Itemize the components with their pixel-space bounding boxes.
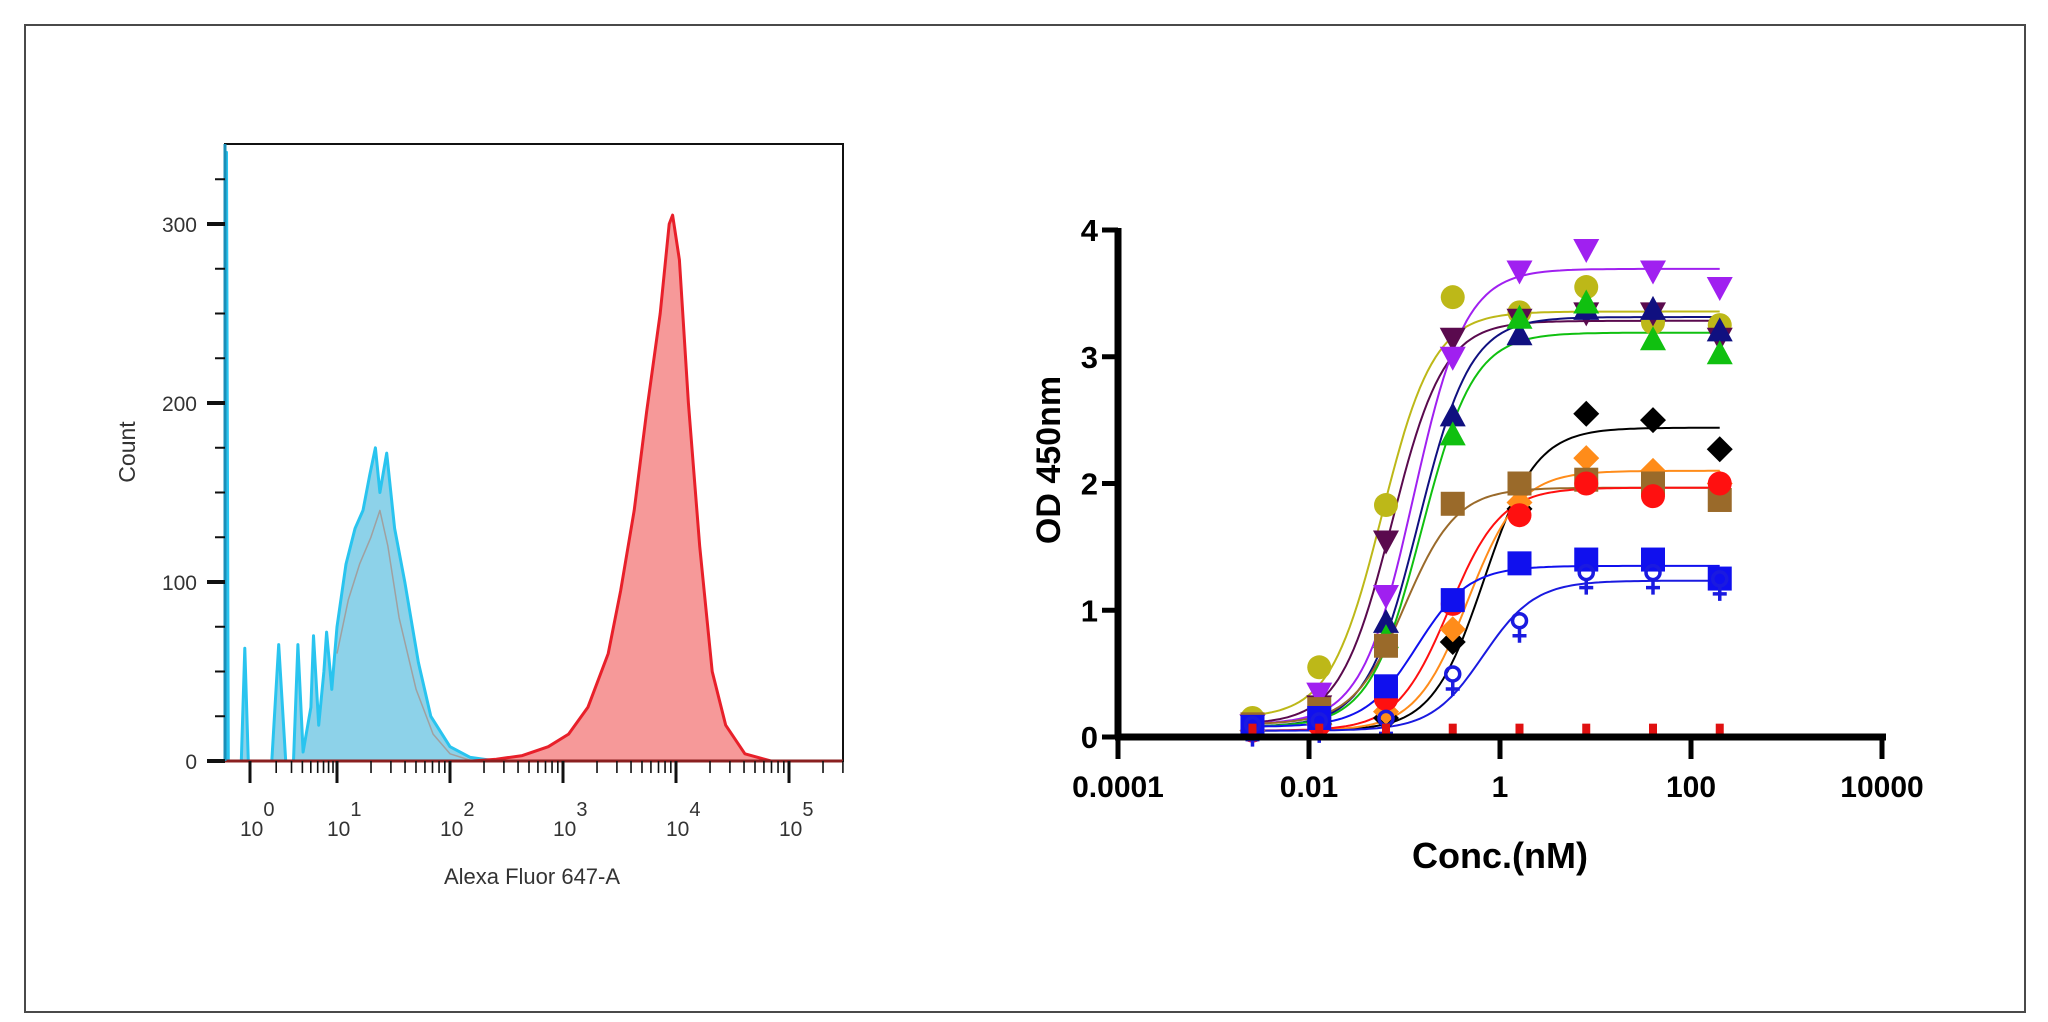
histogram-line-1	[336, 509, 473, 762]
histogram-series	[224, 150, 840, 763]
x-tick-label: 104	[666, 799, 700, 841]
tick-exponent: 0	[263, 799, 274, 821]
x-tick-label: 105	[779, 799, 813, 841]
histogram-fill-0	[226, 152, 497, 761]
x-tick-label: 103	[553, 799, 587, 841]
tick-base: 10	[327, 818, 350, 841]
histogram-x-label: Alexa Fluor 647-A	[444, 864, 620, 889]
tick-base: 10	[779, 818, 802, 841]
y-tick-label: 100	[162, 572, 197, 595]
tick-exponent: 5	[802, 799, 813, 821]
histogram-line-2	[472, 213, 840, 763]
x-tick-label: 102	[440, 799, 474, 841]
histogram-frame	[224, 143, 844, 762]
tick-exponent: 4	[689, 799, 700, 821]
y-tick-label: 200	[162, 393, 197, 416]
x-tick-label: 101	[327, 799, 361, 841]
histogram-y-label: Count	[114, 421, 140, 483]
figure-border	[24, 24, 2026, 1013]
x-tick-label: 100	[240, 799, 274, 841]
tick-exponent: 1	[350, 799, 361, 821]
tick-exponent: 2	[463, 799, 474, 821]
tick-base: 10	[553, 818, 576, 841]
y-tick-label: 0	[185, 751, 197, 774]
tick-base: 10	[666, 818, 689, 841]
tick-exponent: 3	[576, 799, 587, 821]
tick-base: 10	[440, 818, 463, 841]
tick-base: 10	[240, 818, 263, 841]
y-tick-label: 300	[162, 214, 197, 237]
histogram-fill-2	[472, 215, 840, 762]
